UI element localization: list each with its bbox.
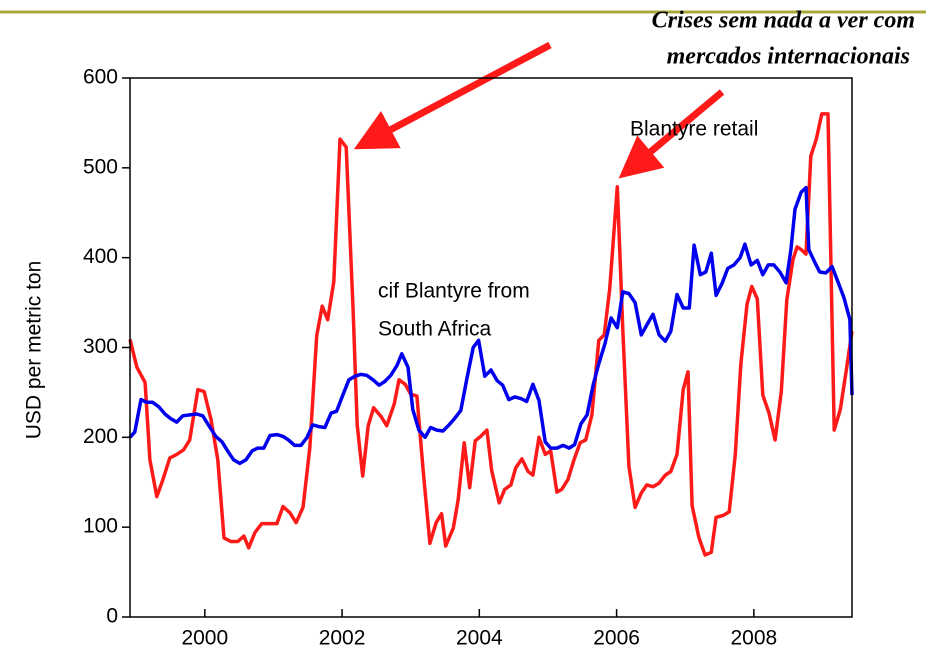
x-tick-label: 2004 bbox=[456, 627, 503, 650]
x-tick-label: 2000 bbox=[181, 627, 228, 650]
y-tick-label: 300 bbox=[83, 335, 118, 358]
y-tick-label: 0 bbox=[106, 605, 118, 628]
x-tick-label: 2008 bbox=[730, 627, 777, 650]
arrow bbox=[618, 89, 725, 179]
arrow bbox=[353, 41, 552, 150]
y-tick-label: 100 bbox=[83, 515, 118, 538]
x-tick-label: 2006 bbox=[593, 627, 640, 650]
series-label: South Africa bbox=[378, 318, 492, 341]
plot-frame bbox=[129, 77, 853, 618]
annotation: Crises sem nada a ver com bbox=[652, 8, 915, 34]
y-tick-label: 400 bbox=[83, 245, 118, 268]
y-tick-label: 200 bbox=[83, 425, 118, 448]
series-line bbox=[128, 112, 854, 557]
series-label: cif Blantyre from bbox=[378, 280, 530, 303]
x-tick-label: 2002 bbox=[319, 627, 366, 650]
y-axis-label: USD per metric ton bbox=[23, 261, 46, 440]
y-tick-label: 600 bbox=[83, 66, 118, 89]
y-tick-label: 500 bbox=[83, 155, 118, 178]
annotation: mercados internacionais bbox=[667, 44, 910, 70]
series-line bbox=[128, 185, 854, 466]
series-label: Blantyre retail bbox=[630, 118, 758, 141]
